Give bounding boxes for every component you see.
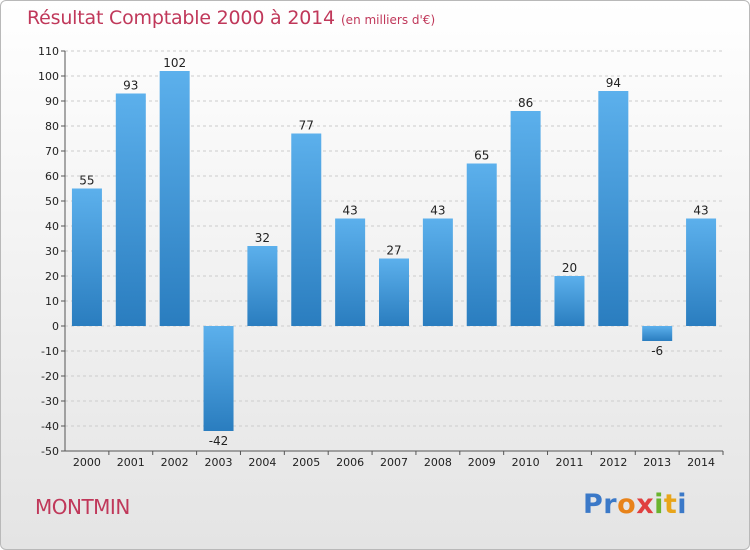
x-tick-label: 2012: [599, 456, 627, 469]
bar-2013: [642, 326, 673, 341]
bar-2011: [554, 276, 585, 326]
data-label: 93: [123, 79, 138, 93]
x-tick-label: 2009: [468, 456, 496, 469]
data-label: 32: [255, 231, 270, 245]
y-tick-label: 100: [38, 70, 59, 83]
y-tick-label: 20: [45, 270, 59, 283]
y-tick-label: 30: [45, 245, 59, 258]
x-tick-label: 2004: [248, 456, 276, 469]
y-tick-label: -50: [41, 445, 59, 458]
logo-letter: t: [663, 489, 678, 520]
x-tick-label: 2003: [205, 456, 233, 469]
data-label: 77: [299, 119, 314, 133]
commune-name: MONTMIN: [35, 495, 130, 519]
x-tick-label: 2001: [117, 456, 145, 469]
y-tick-label: -20: [41, 370, 59, 383]
y-tick-label: 70: [45, 145, 59, 158]
y-tick-label: -40: [41, 420, 59, 433]
data-label: 43: [693, 204, 708, 218]
x-tick-label: 2008: [424, 456, 452, 469]
data-label: 55: [79, 174, 94, 188]
logo-letter: i: [654, 489, 664, 520]
y-tick-label: 10: [45, 295, 59, 308]
bar-2000: [71, 188, 102, 326]
bar-2001: [115, 93, 146, 326]
bar-2005: [291, 133, 322, 326]
logo-letter: o: [617, 489, 637, 520]
data-label: 86: [518, 96, 533, 110]
bar-2002: [159, 71, 190, 326]
x-tick-label: 2013: [643, 456, 671, 469]
bar-2003: [203, 326, 234, 431]
bar-2004: [247, 246, 278, 326]
bar-2006: [335, 218, 366, 326]
y-tick-label: -30: [41, 395, 59, 408]
data-label: 43: [430, 204, 445, 218]
data-label: 65: [474, 149, 489, 163]
x-tick-label: 2010: [512, 456, 540, 469]
data-label: 27: [386, 244, 401, 258]
y-tick-label: 60: [45, 170, 59, 183]
label-layer: 55 93 102 -42 32 77 43 27 43 65 86 20 94 -6 43: [79, 56, 708, 448]
x-tick-label: 2005: [292, 456, 320, 469]
bar-2007: [379, 258, 409, 326]
bar-2012: [598, 91, 629, 326]
logo-letter: i: [677, 489, 688, 520]
data-label: -6: [651, 344, 663, 358]
x-tick-label: 2011: [555, 456, 583, 469]
proxiti-logo: Proxiti: [583, 489, 687, 520]
y-tick-label: 50: [45, 195, 59, 208]
y-tick-label: -10: [41, 345, 59, 358]
logo-letter: x: [636, 489, 655, 520]
y-tick-label: 110: [38, 45, 59, 58]
chart-title: Résultat Comptable 2000 à 2014: [27, 7, 335, 29]
x-tick-label: 2006: [336, 456, 364, 469]
logo-letter: r: [603, 489, 618, 520]
data-label: 20: [562, 261, 577, 275]
x-tick-label: 2002: [161, 456, 189, 469]
bar-2014: [686, 218, 717, 326]
data-label: 43: [342, 204, 357, 218]
y-tick-label: 90: [45, 95, 59, 108]
chart-subtitle: (en milliers d'€): [341, 13, 436, 27]
bar-layer: [71, 71, 717, 431]
bar-2009: [466, 163, 497, 326]
data-label: 94: [606, 76, 621, 90]
x-tick-label: 2000: [73, 456, 101, 469]
bar-2010: [510, 111, 541, 326]
y-tick-label: 0: [52, 320, 59, 333]
data-label: 102: [163, 56, 186, 70]
y-tick-label: 40: [45, 220, 59, 233]
axis-layer: 1101009080706050403020100-10-20-30-40-50…: [38, 45, 724, 469]
x-tick-label: 2007: [380, 456, 408, 469]
y-tick-label: 80: [45, 120, 59, 133]
logo-letter: P: [583, 489, 604, 520]
data-label: -42: [209, 434, 229, 448]
x-tick-label: 2014: [687, 456, 715, 469]
bar-2008: [422, 218, 453, 326]
